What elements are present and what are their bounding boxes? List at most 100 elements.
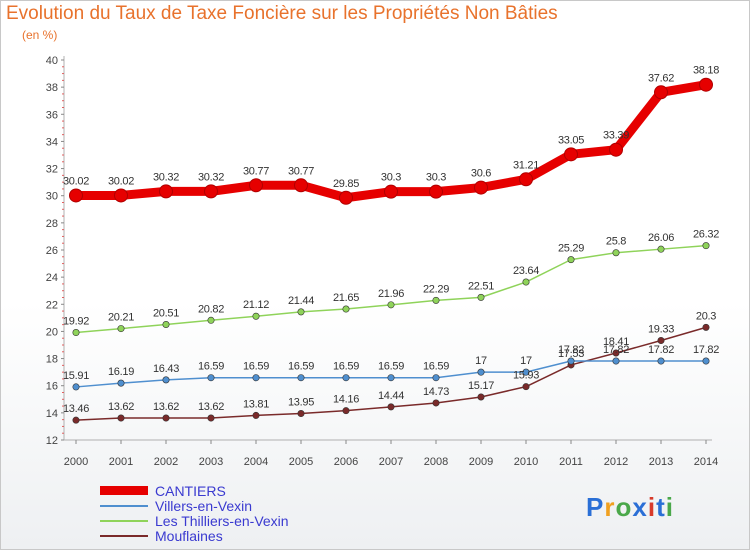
data-label: 30.77 <box>243 165 269 177</box>
data-point <box>249 178 263 193</box>
data-label: 26.32 <box>693 229 719 241</box>
chart-legend: CANTIERS Villers-en-Vexin Les Thilliers-… <box>100 483 360 544</box>
data-point <box>567 256 575 264</box>
data-label: 18.41 <box>603 336 629 348</box>
x-tick-label: 2000 <box>64 456 88 468</box>
data-label: 13.62 <box>198 401 224 413</box>
data-label: 21.44 <box>288 295 314 307</box>
data-point <box>522 383 530 391</box>
data-label: 16.59 <box>243 361 269 373</box>
data-point <box>609 142 623 157</box>
data-point <box>384 184 398 199</box>
data-point <box>612 357 620 365</box>
x-tick-label: 2013 <box>649 456 673 468</box>
legend-label-villers: Villers-en-Vexin <box>155 498 253 514</box>
data-label: 21.12 <box>243 299 269 311</box>
data-point <box>207 414 215 422</box>
data-point <box>297 410 305 418</box>
data-label: 25.29 <box>558 243 584 255</box>
legend-item-villers: Villers-en-Vexin <box>100 498 360 514</box>
data-label: 16.59 <box>378 361 404 373</box>
data-label: 30.02 <box>108 175 134 187</box>
x-tick-label: 2005 <box>289 456 313 468</box>
data-label: 20.3 <box>696 310 716 322</box>
data-label: 22.29 <box>423 283 449 295</box>
data-label: 30.32 <box>153 171 179 183</box>
data-label: 29.85 <box>333 178 359 190</box>
data-label: 14.73 <box>423 386 449 398</box>
data-point <box>342 407 350 415</box>
data-label: 25.8 <box>606 236 626 248</box>
y-tick-label: 38 <box>46 82 58 94</box>
data-label: 16.43 <box>153 363 179 375</box>
y-tick-label: 28 <box>46 218 58 230</box>
chart-subtitle: (en %) <box>22 28 58 42</box>
data-label: 30.6 <box>471 168 491 180</box>
data-point <box>477 393 485 401</box>
data-label: 33.39 <box>603 130 629 142</box>
y-tick-label: 16 <box>46 381 58 393</box>
data-point <box>294 178 308 193</box>
data-point <box>564 147 578 162</box>
y-tick-label: 34 <box>46 136 58 148</box>
data-label: 13.62 <box>153 401 179 413</box>
data-label: 30.32 <box>198 171 224 183</box>
data-label: 19.33 <box>648 324 674 336</box>
data-point <box>72 416 80 424</box>
data-label: 14.44 <box>378 390 404 402</box>
data-point <box>162 376 170 384</box>
legend-item-mouflaines: Mouflaines <box>100 528 360 544</box>
x-tick-label: 2010 <box>514 456 538 468</box>
x-tick-label: 2003 <box>199 456 223 468</box>
data-point <box>72 329 80 337</box>
data-point <box>657 337 665 345</box>
data-label: 17.82 <box>603 344 629 356</box>
data-point <box>117 414 125 422</box>
data-point <box>657 245 665 253</box>
data-point <box>522 368 530 376</box>
logo-letter: t <box>656 492 666 522</box>
data-label: 16.19 <box>108 366 134 378</box>
logo-letter: P <box>586 492 605 522</box>
data-point <box>612 249 620 257</box>
x-tick-label: 2002 <box>154 456 178 468</box>
data-label: 30.02 <box>63 175 89 187</box>
data-label: 15.91 <box>63 370 89 382</box>
y-tick-label: 22 <box>46 299 58 311</box>
logo-letter: r <box>604 492 616 522</box>
data-point <box>522 278 530 286</box>
proxiti-logo: Proxiti <box>586 492 674 523</box>
data-label: 17.53 <box>558 348 584 360</box>
data-point <box>654 85 668 100</box>
x-tick-label: 2006 <box>334 456 358 468</box>
data-label: 30.3 <box>426 172 446 184</box>
data-point <box>162 321 170 329</box>
data-label: 13.46 <box>63 403 89 415</box>
logo-letter: x <box>632 492 648 522</box>
data-label: 16.59 <box>333 361 359 373</box>
logo-letter: o <box>615 492 633 522</box>
data-label: 20.82 <box>198 303 224 315</box>
data-point <box>339 190 353 205</box>
data-point <box>432 399 440 407</box>
legend-swatch-cantiers <box>100 486 148 495</box>
data-label: 22.51 <box>468 280 494 292</box>
y-tick-label: 26 <box>46 245 58 257</box>
data-point <box>612 349 620 357</box>
data-point <box>429 184 443 199</box>
legend-item-cantiers: CANTIERS <box>100 483 360 499</box>
legend-swatch-mouflaines <box>100 535 148 537</box>
logo-letter: i <box>647 492 657 522</box>
data-label: 21.65 <box>333 292 359 304</box>
data-point <box>297 308 305 316</box>
legend-item-thilliers: Les Thilliers-en-Vexin <box>100 513 360 529</box>
y-tick-label: 14 <box>46 408 58 420</box>
x-tick-label: 2014 <box>694 456 718 468</box>
data-point <box>207 316 215 324</box>
data-label: 30.3 <box>381 172 401 184</box>
data-point <box>207 374 215 382</box>
x-tick-label: 2012 <box>604 456 628 468</box>
y-tick-label: 32 <box>46 164 58 176</box>
